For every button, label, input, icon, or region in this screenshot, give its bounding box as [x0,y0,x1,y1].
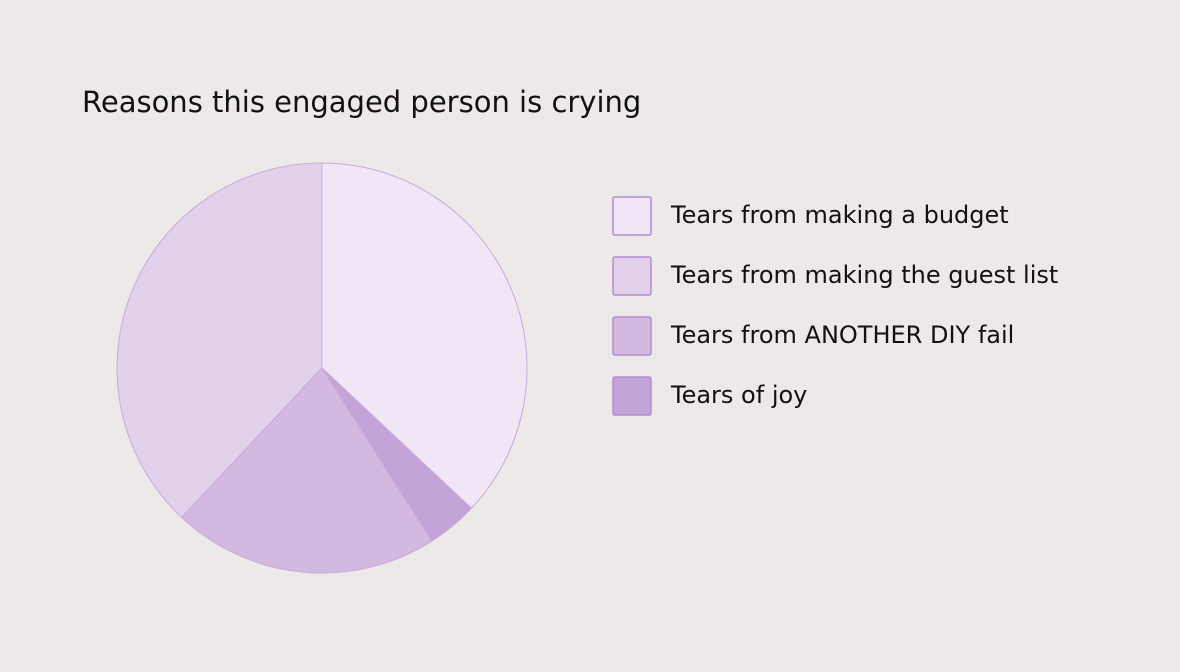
legend-label: Tears from making a budget [670,201,1009,229]
legend-swatch [612,376,652,416]
pie-slice [116,162,323,519]
chart-title: Reasons this engaged person is crying [82,85,641,119]
legend-swatch [612,256,652,296]
legend-swatch [612,196,652,236]
legend-swatch [612,316,652,356]
pie-slice [180,367,433,574]
legend-label: Tears of joy [670,381,807,409]
legend-label: Tears from ANOTHER DIY fail [670,321,1014,349]
pie-slice [321,162,528,510]
legend-label: Tears from making the guest list [670,261,1058,289]
pie-slice [321,367,473,542]
